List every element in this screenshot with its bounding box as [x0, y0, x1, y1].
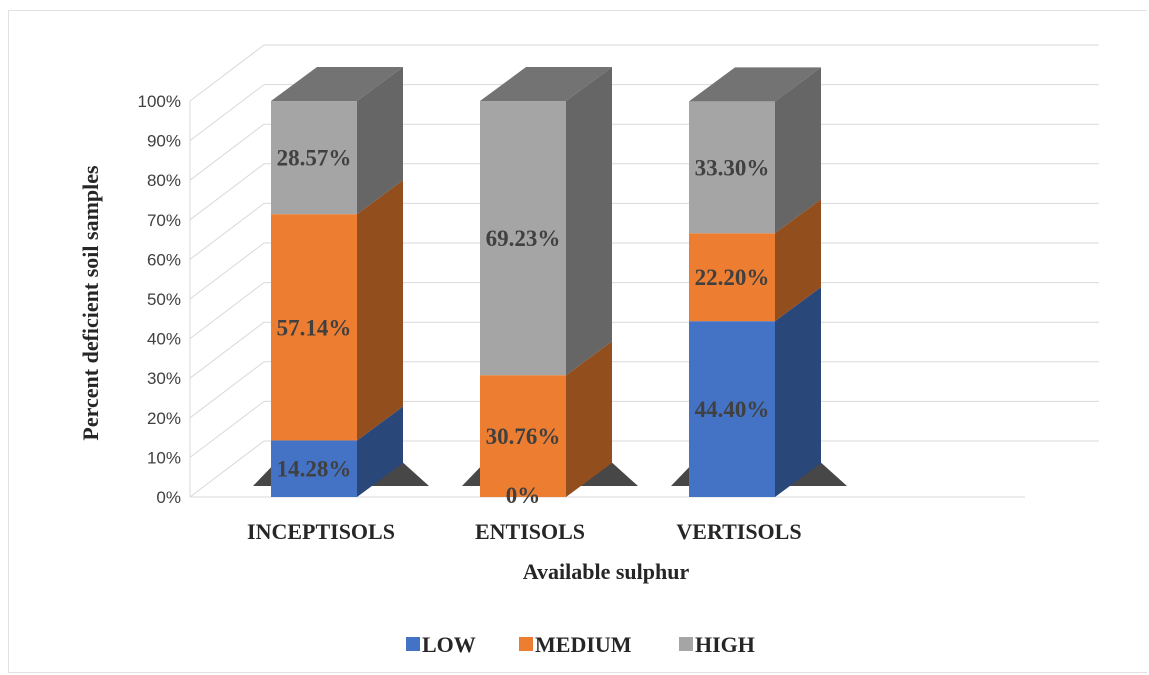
data-label: 44.40% [695, 397, 770, 422]
bar-side-medium [775, 199, 821, 322]
bar-segment-high [480, 101, 566, 376]
data-label: 33.30% [695, 155, 770, 180]
y-tick-label: 80% [147, 171, 181, 190]
x-axis-title: Available sulphur [523, 559, 690, 584]
gridline-diagonal [189, 242, 265, 300]
bar-segment-low [271, 440, 357, 497]
gridline-diagonal [189, 123, 265, 181]
y-tick-label: 100% [138, 92, 181, 111]
data-label: 14.28% [277, 457, 352, 482]
bars [253, 67, 847, 497]
gridline-diagonal [189, 282, 265, 339]
gridline-diagonal [189, 44, 265, 102]
gridline-diagonal [189, 321, 265, 379]
bar-side-high [775, 67, 821, 234]
y-axis-title: Percent deficient soil samples [78, 165, 103, 441]
bar-segment-medium [480, 375, 566, 497]
legend: LOW MEDIUM HIGH [406, 632, 755, 657]
gridline-diagonal [189, 440, 265, 498]
bar-side-medium [357, 180, 403, 441]
bar-segment-medium [689, 233, 775, 322]
bar-side-medium [566, 341, 612, 497]
bar-side-low [357, 406, 403, 497]
y-axis-ticks: 0% 10% 20% 30% 40% 50% 60% 70% 80% 90% 100% [138, 92, 181, 507]
y-tick-label: 60% [147, 250, 181, 269]
data-label: 69.23% [486, 226, 561, 251]
bar-side-high [566, 67, 612, 376]
legend-label-low: LOW [422, 632, 476, 657]
y-tick-label: 10% [147, 448, 181, 467]
gridline-diagonal [189, 401, 265, 458]
bar-side-high [357, 67, 403, 215]
legend-label-medium: MEDIUM [535, 632, 632, 657]
y-tick-label: 50% [147, 290, 181, 309]
x-axis-categories: INCEPTISOLS ENTISOLS VERTISOLS [247, 519, 802, 544]
gridline-diagonal [189, 84, 265, 141]
gridline-diagonal [189, 203, 265, 260]
data-label: 22.20% [695, 265, 770, 290]
x-category-label: INCEPTISOLS [247, 519, 395, 544]
y-tick-label: 20% [147, 409, 181, 428]
bar-top [689, 67, 821, 102]
legend-swatch-medium [519, 637, 533, 651]
bar-segment-high [271, 101, 357, 215]
legend-swatch-low [406, 637, 420, 651]
legend-label-high: HIGH [695, 632, 755, 657]
bar-top [480, 67, 612, 102]
y-tick-label: 40% [147, 330, 181, 349]
legend-swatch-high [679, 637, 693, 651]
data-labels: 14.28% 57.14% 28.57% 0% 30.76% 69.23% 44.40% 22… [277, 146, 770, 508]
data-label: 30.76% [486, 424, 561, 449]
bar-top [271, 67, 403, 102]
data-label: 0% [506, 483, 541, 508]
x-category-label: VERTISOLS [676, 519, 801, 544]
gridline-diagonal [189, 361, 265, 419]
x-category-label: ENTISOLS [475, 519, 585, 544]
bar-segment-medium [271, 214, 357, 441]
y-tick-label: 0% [156, 488, 181, 507]
data-label: 57.14% [277, 315, 352, 340]
bar-segment-low [689, 321, 775, 497]
y-tick-label: 70% [147, 211, 181, 230]
data-label: 28.57% [277, 146, 352, 171]
y-tick-label: 90% [147, 132, 181, 151]
bar-segment-high [689, 101, 775, 234]
y-tick-label: 30% [147, 369, 181, 388]
gridline-diagonal [189, 163, 265, 221]
bar-side-low [775, 287, 821, 497]
